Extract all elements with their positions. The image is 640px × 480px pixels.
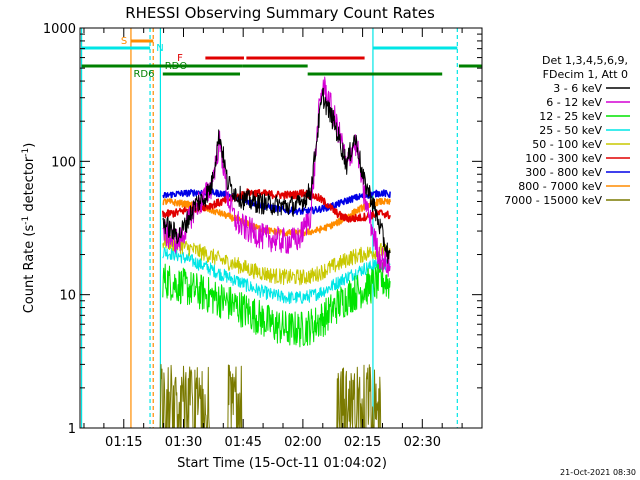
series-line-3 — [162, 247, 391, 305]
series-line-2 — [162, 262, 391, 348]
state-label-n: N — [156, 43, 163, 54]
x-tick-label-4: 02:15 — [344, 435, 381, 450]
x-axis-label: Start Time (15-Oct-11 01:04:02) — [177, 456, 387, 471]
x-tick-label-5: 02:30 — [404, 435, 441, 450]
y-label-mid: detector — [22, 156, 37, 216]
state-label-f: F — [177, 53, 183, 64]
x-tick-label-1: 01:30 — [165, 435, 202, 450]
y-tick-label-2: 100 — [51, 155, 76, 170]
legend-label-0: 3 - 6 keV — [553, 82, 602, 95]
y-tick-label-1: 10 — [59, 289, 76, 304]
y-tick-label-3: 1000 — [43, 22, 76, 37]
legend-label-4: 50 - 100 keV — [532, 138, 602, 151]
x-tick-label-3: 02:00 — [284, 435, 321, 450]
x-tick-label-2: 01:45 — [224, 435, 261, 450]
legend: Det 1,3,4,5,6,9, FDecim 1, Att 0 3 - 6 k… — [504, 54, 630, 207]
axes: 1 10 100 1000 01:15 01:30 01:45 02:00 02:15 02:30 — [43, 22, 482, 450]
legend-label-7: 800 - 7000 keV — [518, 180, 602, 193]
legend-label-1: 6 - 12 keV — [546, 96, 602, 109]
state-label-rdo: RDO — [165, 61, 188, 72]
y-label-end: ) — [22, 143, 37, 148]
footer-date: 21-Oct-2021 08:30 — [560, 468, 636, 477]
legend-header-line2: FDecim 1, Att 0 — [543, 68, 628, 81]
y-label-main: Count Rate (s — [22, 225, 37, 314]
legend-header-line1: Det 1,3,4,5,6,9, — [542, 54, 628, 67]
series-line-4 — [162, 234, 391, 286]
legend-label-8: 7000 - 15000 keV — [504, 194, 602, 207]
state-label-rd6: RD6 — [133, 69, 154, 80]
y-label-sup2: -1 — [21, 148, 31, 157]
legend-label-5: 100 - 300 keV — [525, 152, 602, 165]
y-label-sup1: -1 — [21, 216, 31, 225]
legend-label-3: 25 - 50 keV — [539, 124, 602, 137]
y-axis-label: Count Rate (s-1 detector-1) — [21, 143, 37, 314]
chart-title: RHESSI Observing Summary Count Rates — [125, 4, 435, 22]
y-tick-label-0: 1 — [68, 422, 76, 437]
x-tick-label-0: 01:15 — [105, 435, 142, 450]
state-label-s: S — [121, 36, 127, 47]
plot-frame — [79, 27, 483, 429]
series-line-0 — [162, 87, 391, 264]
legend-label-6: 300 - 800 keV — [525, 166, 602, 179]
legend-label-2: 12 - 25 keV — [539, 110, 602, 123]
